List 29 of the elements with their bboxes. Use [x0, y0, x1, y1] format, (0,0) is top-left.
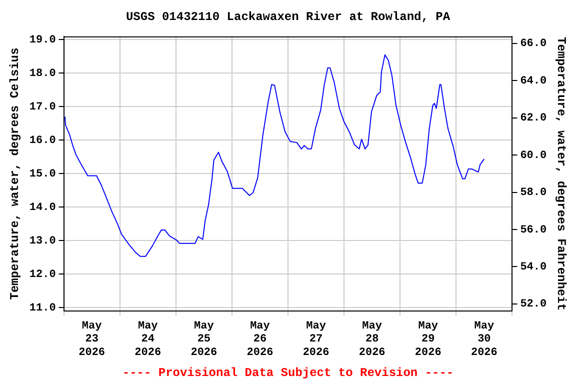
y-tick-label: 14.0 [29, 202, 56, 214]
y-tick-label: 19.0 [29, 34, 56, 47]
y-tick-label: 16.0 [29, 134, 56, 147]
y-tick-label: 17.0 [29, 101, 56, 114]
chart-title: USGS 01432110 Lackawaxen River at Rowland, PA [126, 10, 451, 24]
text: ---- Provisional Data Subject to Revision ---- [122, 366, 454, 380]
y-tick-label: 13.0 [29, 235, 56, 248]
y2-tick-label: 56.0 [520, 224, 547, 236]
y2-tick-label: 64.0 [520, 75, 547, 88]
x-tick-label: May 29 2026 [414, 320, 442, 359]
y-axis-title: Temperature, water, degrees Celsius [8, 48, 22, 300]
x-tick-label: May 28 2026 [358, 320, 386, 359]
y2-tick-label: 66.0 [520, 38, 547, 50]
y2-axis-title: Temperature, water, degrees Fahrenheit [554, 36, 568, 311]
x-tick-label: May 27 2026 [302, 320, 330, 359]
x-tick-label: May 26 2026 [246, 320, 274, 359]
y2-tick-label: 52.0 [520, 298, 547, 311]
x-tick-label: May 24 2026 [134, 320, 162, 359]
y-tick-label: 18.0 [29, 68, 56, 80]
y2-tick-label: 58.0 [520, 187, 547, 200]
y-tick-label: 12.0 [29, 268, 56, 281]
y2-tick-label: 60.0 [520, 150, 547, 162]
x-tick-label: May 25 2026 [190, 320, 218, 359]
y2-tick-label: 62.0 [520, 112, 547, 125]
y2-tick-label: 54.0 [520, 261, 547, 274]
x-tick-label: May 30 2026 [470, 320, 498, 359]
y-tick-label: 15.0 [29, 168, 56, 180]
y-tick-label: 11.0 [29, 302, 56, 314]
x-tick-label: May 23 2026 [78, 320, 106, 359]
